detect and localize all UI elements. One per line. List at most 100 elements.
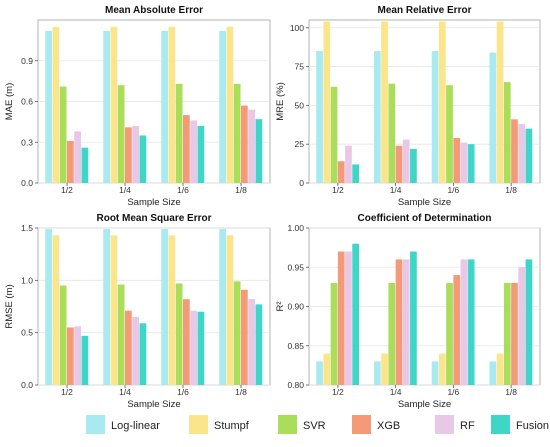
x-tick-label: 1/2 [61, 387, 73, 397]
bar-fusion-1-6 [197, 125, 205, 183]
bar-stumpf-1-4 [381, 21, 388, 183]
x-tick-label: 1/6 [447, 185, 459, 195]
bar-rf-1-4 [132, 316, 139, 385]
legend-swatch-rf [435, 415, 454, 434]
bar-rf-1-2 [74, 326, 81, 385]
y-tick-label: 25 [295, 139, 305, 149]
bar-svr-1-4 [388, 282, 396, 385]
y-tick-label: 0 [299, 178, 304, 188]
bar-stumpf-1-2 [52, 26, 60, 183]
bar-fusion-1-4 [410, 148, 417, 183]
bar-fusion-1-8 [525, 259, 533, 385]
bar-svr-1-6 [446, 85, 453, 183]
y-tick-label: 0.90 [287, 302, 304, 312]
bar-stumpf-1-2 [323, 21, 331, 183]
bar-svr-1-2 [330, 86, 338, 183]
bar-rf-1-2 [74, 131, 81, 183]
y-axis-label: R² [275, 301, 286, 311]
bar-log-linear-1-2 [316, 51, 323, 183]
y-axis-label: RMSE (m) [4, 284, 15, 328]
x-tick-label: 1/2 [332, 387, 344, 397]
bar-rf-1-8 [248, 109, 255, 183]
x-tick-label: 1/6 [447, 387, 459, 397]
bar-stumpf-1-8 [226, 235, 234, 385]
bar-svr-1-6 [175, 283, 183, 385]
bar-log-linear-1-6 [431, 361, 439, 385]
bar-rf-1-8 [518, 267, 526, 385]
bar-log-linear-1-6 [431, 51, 439, 183]
x-tick-label: 1/2 [332, 185, 344, 195]
chart-panel-1: 0.0 0.3 0.6 0.9 1/2 1/4 1/6 1/8 Mean Absolute Er… [4, 5, 271, 208]
y-axis-label: MAE (m) [4, 83, 15, 120]
bar-xgb-1-6 [453, 137, 461, 183]
y-tick-label: 0.3 [21, 137, 33, 147]
bar-fusion-1-4 [139, 135, 147, 183]
x-tick-label: 1/4 [390, 387, 402, 397]
legend-label-svr: SVR [303, 420, 326, 432]
x-tick-label: 1/4 [119, 387, 131, 397]
bar-fusion-1-4 [139, 323, 147, 385]
bar-stumpf-1-6 [168, 235, 176, 385]
bar-stumpf-1-4 [381, 353, 388, 385]
chart-title: Root Mean Square Error [96, 213, 211, 224]
bar-log-linear-1-2 [45, 30, 52, 184]
legend-swatch-svr [278, 415, 297, 434]
y-tick-label: 50 [295, 100, 305, 110]
bar-svr-1-4 [117, 284, 125, 385]
y-tick-label: 0.95 [287, 262, 304, 272]
bar-xgb-1-8 [241, 289, 248, 385]
bar-rf-1-2 [345, 145, 352, 183]
bar-rf-1-6 [190, 310, 197, 385]
bar-svr-1-2 [59, 86, 67, 183]
bar-log-linear-1-6 [161, 30, 168, 184]
chart-title: Mean Relative Error [378, 5, 472, 16]
bar-stumpf-1-8 [226, 26, 234, 183]
bar-rf-1-4 [402, 139, 410, 183]
bar-stumpf-1-8 [496, 353, 504, 385]
bar-log-linear-1-4 [373, 51, 381, 183]
chart-title: Coefficient of Determination [358, 213, 492, 224]
bar-log-linear-1-8 [489, 361, 497, 385]
bar-stumpf-1-6 [438, 353, 446, 385]
y-tick-label: 0.9 [21, 56, 33, 66]
y-tick-label: 0.5 [21, 328, 33, 338]
legend-swatch-xgb [352, 415, 371, 434]
y-tick-label: 0.85 [287, 341, 304, 351]
x-tick-label: 1/4 [119, 185, 131, 195]
x-tick-label: 1/8 [235, 185, 247, 195]
x-tick-label: 1/6 [177, 185, 189, 195]
bar-log-linear-1-8 [219, 229, 226, 385]
x-axis-label: Sample Size [127, 197, 180, 208]
legend-label-rf: RF [460, 420, 475, 432]
bar-rf-1-4 [402, 259, 410, 385]
bar-xgb-1-2 [337, 251, 345, 385]
bar-xgb-1-4 [125, 310, 132, 385]
bar-xgb-1-2 [67, 327, 74, 385]
chart-title: Mean Absolute Error [105, 5, 203, 16]
bar-rf-1-8 [248, 299, 255, 385]
legend: Log-linear Stumpf SVR XGB RF Fusion [86, 415, 549, 434]
bar-fusion-1-6 [467, 259, 475, 385]
y-tick-label: 1.00 [287, 223, 304, 233]
y-tick-label: 0.0 [21, 178, 33, 188]
bar-svr-1-8 [503, 282, 511, 385]
bar-fusion-1-8 [255, 119, 263, 183]
bar-svr-1-2 [330, 282, 338, 385]
y-tick-label: 0.6 [21, 97, 33, 107]
bar-xgb-1-4 [125, 127, 132, 183]
chart-panels: 0.0 0.3 0.6 0.9 1/2 1/4 1/6 1/8 Mean Absolute Er… [4, 5, 541, 410]
bar-xgb-1-6 [453, 275, 461, 385]
bar-log-linear-1-4 [103, 229, 110, 385]
bar-log-linear-1-4 [373, 361, 381, 385]
bar-stumpf-1-2 [52, 235, 60, 385]
bar-rf-1-6 [190, 120, 197, 183]
legend-swatch-fusion [491, 415, 510, 434]
bar-fusion-1-8 [525, 128, 533, 183]
bar-stumpf-1-8 [496, 21, 504, 183]
bar-log-linear-1-8 [489, 52, 497, 183]
bar-fusion-1-2 [81, 335, 89, 385]
bar-svr-1-6 [175, 83, 183, 183]
bar-rf-1-6 [460, 142, 468, 183]
y-tick-label: 75 [295, 62, 305, 72]
